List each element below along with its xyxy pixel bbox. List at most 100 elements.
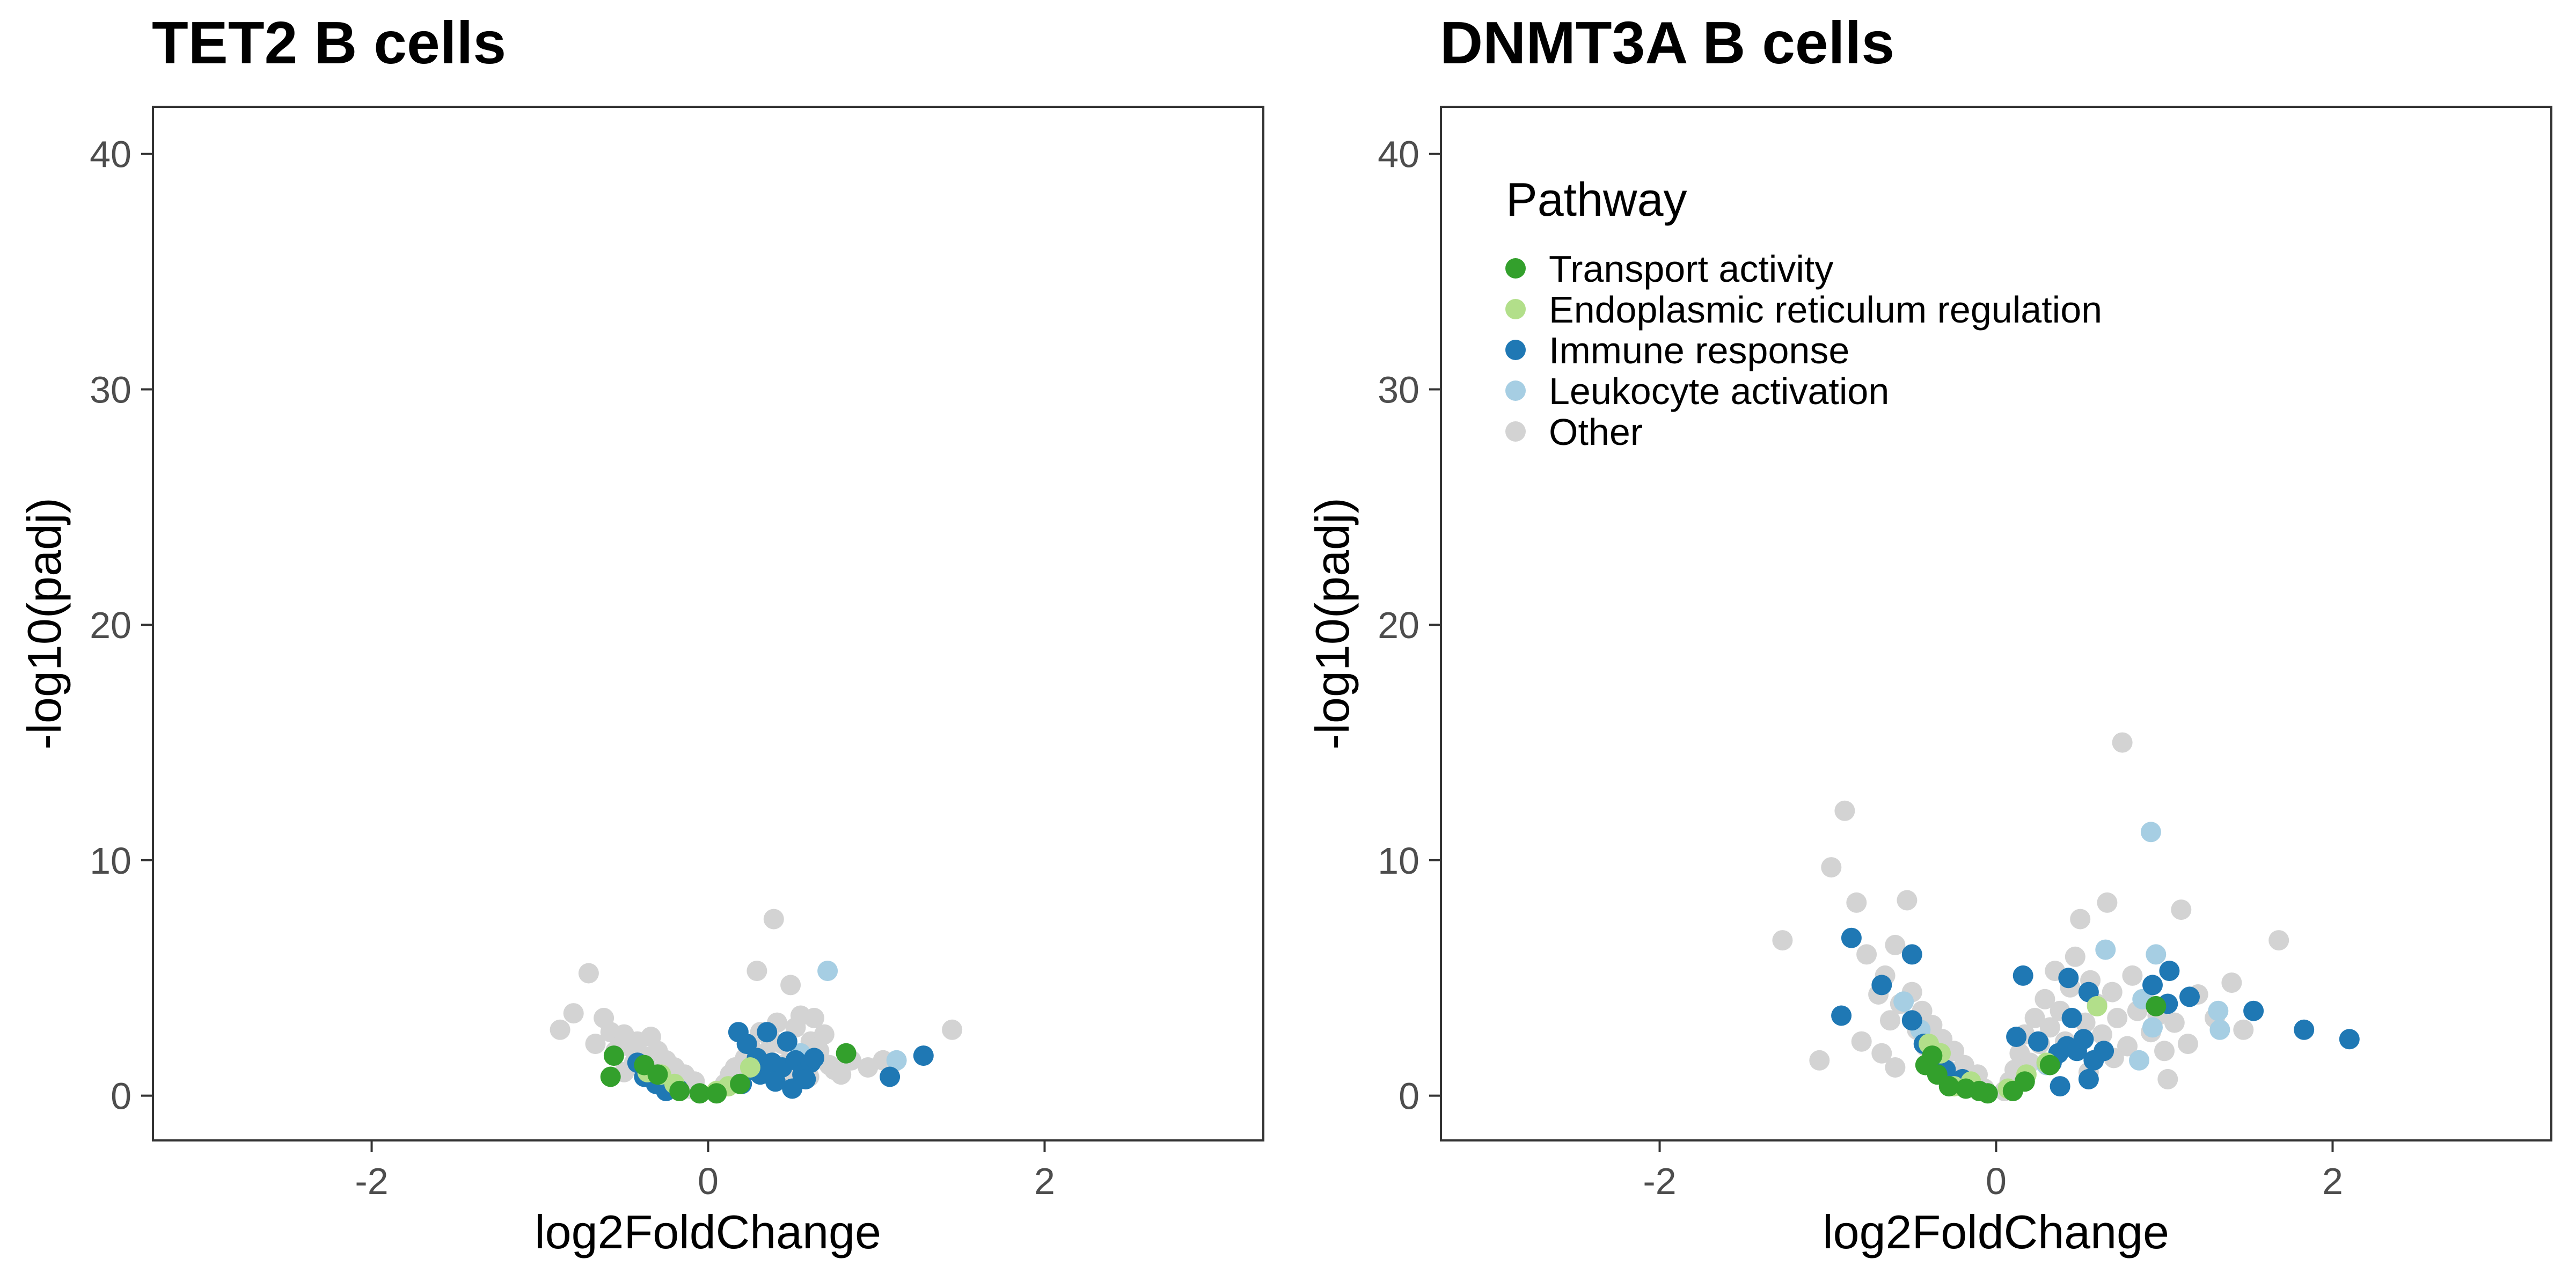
legend-item: Leukocyte activation <box>1505 370 1889 412</box>
data-point <box>1885 1057 1906 1078</box>
legend-label: Other <box>1549 411 1643 453</box>
data-point <box>2140 822 2161 843</box>
data-point <box>765 1071 786 1092</box>
data-point <box>706 1083 727 1104</box>
x-axis-title: log2FoldChange <box>1823 1205 2169 1258</box>
data-point <box>689 1083 710 1104</box>
x-tick-label: 2 <box>2322 1160 2343 1202</box>
data-point <box>2112 732 2133 753</box>
data-point <box>817 961 838 982</box>
y-tick-label: 40 <box>90 134 131 175</box>
data-point <box>2002 1080 2023 1101</box>
y-tick-label: 0 <box>1399 1075 1419 1117</box>
data-point <box>1821 857 1842 878</box>
data-point <box>1901 944 1922 965</box>
data-point <box>2087 996 2107 1016</box>
data-point <box>763 909 784 930</box>
y-tick-label: 30 <box>90 369 131 411</box>
data-point <box>814 1024 835 1045</box>
data-point <box>2179 986 2200 1007</box>
data-point <box>2094 1041 2114 1062</box>
data-point <box>2078 1069 2099 1089</box>
data-point <box>1841 927 1862 948</box>
data-point <box>1772 930 1793 951</box>
data-point <box>2097 892 2118 913</box>
data-point <box>780 975 801 996</box>
data-point <box>2221 972 2242 993</box>
data-point <box>585 1034 606 1055</box>
panel-title: TET2 B cells <box>152 10 506 76</box>
data-point <box>1880 1010 1900 1031</box>
data-point <box>1897 890 1918 911</box>
legend-swatch <box>1505 258 1526 279</box>
data-point <box>2024 1007 2045 1028</box>
legend: Pathway Transport activity Endoplasmic r… <box>1505 173 2102 453</box>
data-point <box>647 1064 668 1085</box>
data-point <box>603 1045 624 1066</box>
x-axis-title: log2FoldChange <box>535 1205 881 1258</box>
points-layer <box>1772 732 2360 1104</box>
y-tick-label: 0 <box>111 1075 131 1117</box>
data-point <box>1871 975 1892 996</box>
data-point <box>2157 1069 2178 1089</box>
data-point <box>2209 1019 2230 1040</box>
data-point <box>795 1069 816 1089</box>
data-point <box>777 1031 797 1052</box>
data-point <box>2028 1031 2048 1052</box>
x-tick-label: -2 <box>355 1160 388 1202</box>
legend-label: Leukocyte activation <box>1549 370 1889 412</box>
data-point <box>563 1003 584 1024</box>
data-point <box>2039 1055 2060 1075</box>
data-point <box>740 1057 760 1078</box>
points-layer <box>550 909 963 1104</box>
y-tick-label: 10 <box>1378 840 1419 882</box>
data-point <box>1893 991 1914 1012</box>
data-point <box>858 1057 879 1078</box>
data-point <box>2092 1024 2112 1045</box>
data-point <box>886 1050 907 1071</box>
data-point <box>2102 982 2123 1002</box>
data-point <box>2339 1029 2360 1050</box>
data-point <box>2233 1019 2254 1040</box>
legend-item: Other <box>1505 411 1643 453</box>
data-point <box>1956 1078 1977 1099</box>
data-point <box>1851 1031 1872 1052</box>
data-point <box>2012 965 2033 986</box>
data-point <box>804 1048 824 1069</box>
y-axis-title: -log10(padj) <box>18 497 71 750</box>
data-point <box>578 963 599 984</box>
data-point <box>2006 1027 2027 1047</box>
data-point <box>2294 1019 2315 1040</box>
data-point <box>942 1019 963 1040</box>
data-point <box>2073 1029 2094 1050</box>
data-point <box>2129 1050 2149 1071</box>
data-point <box>669 1080 690 1101</box>
legend-swatch <box>1505 299 1526 319</box>
x-tick-label: 0 <box>1986 1160 2007 1202</box>
data-point <box>2243 1000 2264 1021</box>
data-point <box>2154 1041 2175 1062</box>
data-point <box>2159 961 2180 982</box>
data-point <box>804 1007 824 1028</box>
data-point <box>2268 930 2289 951</box>
data-point <box>2065 946 2085 967</box>
data-point <box>1922 1045 1943 1066</box>
y-tick-label: 20 <box>90 604 131 646</box>
series-transport-activity <box>1915 996 2167 1104</box>
legend-swatch <box>1505 340 1526 360</box>
data-point <box>2117 1036 2138 1057</box>
y-tick-label: 30 <box>1378 369 1419 411</box>
data-point <box>747 961 767 982</box>
data-point <box>736 1034 757 1055</box>
legend-title: Pathway <box>1506 173 1687 226</box>
data-point <box>913 1045 934 1066</box>
data-point <box>757 1022 778 1043</box>
x-tick-label: 0 <box>698 1160 719 1202</box>
data-point <box>1809 1050 1830 1071</box>
legend-item: Endoplasmic reticulum regulation <box>1505 289 2102 331</box>
